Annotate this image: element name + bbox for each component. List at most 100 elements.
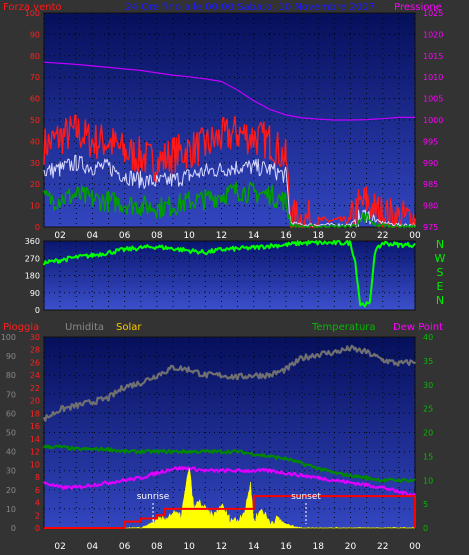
compass-letter: W <box>435 252 446 265</box>
x-tick-label: 22 <box>377 231 388 241</box>
rain-tick-label: 28 <box>30 346 40 355</box>
wind-tick-label: 40 <box>30 137 40 146</box>
humidity-tick-label: 90 <box>6 352 16 361</box>
wind-tick-label: 30 <box>30 159 40 168</box>
x-tick-label: 04 <box>87 231 99 241</box>
rain-tick-label: 24 <box>30 371 40 380</box>
direction-series-group <box>43 240 416 308</box>
climate-series-group <box>42 344 416 529</box>
x-tick-label: 00 <box>409 231 421 241</box>
wind-tick-label: 20 <box>30 180 40 189</box>
temperature-tick-label: 0 <box>423 524 428 533</box>
pressure-tick-label: 990 <box>423 159 438 168</box>
rain-tick-label: 2 <box>35 511 40 520</box>
x-tick-label: 00 <box>409 542 421 552</box>
rain-tick-label: 6 <box>35 486 40 495</box>
pressure-axis: 975 980 985 990 995 1000 1005 1010 1015 1020 1025 <box>423 9 443 232</box>
humidity-tick-label: 80 <box>6 371 16 380</box>
wind-tick-label: 50 <box>30 116 40 125</box>
humidity-tick-label: 20 <box>6 486 16 495</box>
humidity-tick-label: 70 <box>6 390 16 399</box>
temperature-line <box>43 444 416 483</box>
compass-letter: N <box>436 294 444 307</box>
rain-tick-label: 30 <box>30 333 40 342</box>
chart-title: 24 Ore fino alle 00:00 Sabato, 10 Novemb… <box>125 2 375 13</box>
humidity-tick-label: 30 <box>6 467 16 476</box>
wind-panel-x-axis: 02 04 06 08 10 12 14 16 18 20 22 00 <box>54 231 421 241</box>
compass-letter: E <box>437 280 444 293</box>
x-tick-label: 06 <box>119 542 131 552</box>
humidity-line <box>42 344 416 422</box>
x-tick-label: 22 <box>377 542 388 552</box>
rain-tick-label: 10 <box>30 460 40 469</box>
pressure-tick-label: 975 <box>423 223 438 232</box>
pressure-tick-label: 1020 <box>423 30 443 39</box>
humidity-tick-label: 100 <box>1 333 16 342</box>
direction-tick-label: 180 <box>25 272 40 281</box>
direction-tick-label: 0 <box>35 306 40 315</box>
humidity-tick-label: 0 <box>11 524 16 533</box>
pressure-tick-label: 1005 <box>423 95 443 104</box>
direction-tick-label: 270 <box>25 254 40 263</box>
rain-tick-label: 8 <box>35 473 40 482</box>
wind-direction-line <box>43 240 416 308</box>
wind-series-group <box>43 61 416 228</box>
temperature-tick-label: 40 <box>423 333 433 342</box>
rain-label: Pioggia <box>3 322 39 333</box>
wind-speed-axis: 0 10 20 30 40 50 60 70 80 90 100 <box>25 9 40 232</box>
humidity-tick-label: 60 <box>6 409 16 418</box>
wind-avg-line <box>43 181 416 228</box>
pressure-line <box>43 61 415 121</box>
x-tick-label: 16 <box>280 231 292 241</box>
x-tick-label: 04 <box>87 542 99 552</box>
wind-panel-grid <box>43 13 416 227</box>
direction-tick-label: 360 <box>25 237 40 246</box>
temperature-tick-label: 30 <box>423 381 433 390</box>
rain-tick-label: 0 <box>35 524 40 533</box>
dewpoint-label: Dew Point <box>393 322 443 333</box>
wind-tick-label: 60 <box>30 95 40 104</box>
sunrise-annotation: sunrise <box>137 492 170 502</box>
x-tick-label: 14 <box>248 231 260 241</box>
solar-label: Solar <box>116 322 142 333</box>
pressure-tick-label: 985 <box>423 180 438 189</box>
pressure-tick-label: 1000 <box>423 116 443 125</box>
x-tick-label: 08 <box>151 542 163 552</box>
dewpoint-line <box>43 466 416 497</box>
humidity-label: Umidita <box>65 322 104 333</box>
x-tick-label: 10 <box>183 231 195 241</box>
x-tick-label: 02 <box>54 542 65 552</box>
temperature-tick-label: 15 <box>423 452 433 461</box>
rain-tick-label: 12 <box>30 448 40 457</box>
x-tick-label: 12 <box>216 231 227 241</box>
rain-tick-label: 16 <box>30 422 40 431</box>
temperature-tick-label: 5 <box>423 500 428 509</box>
wind-speed-label: Forza vento <box>3 2 62 13</box>
wind-tick-label: 100 <box>25 9 40 18</box>
rain-tick-label: 22 <box>30 384 40 393</box>
x-tick-label: 14 <box>248 542 260 552</box>
pressure-tick-label: 980 <box>423 202 438 211</box>
wind-tick-label: 70 <box>30 73 40 82</box>
wind-tick-label: 0 <box>35 223 40 232</box>
wind-mean-line <box>43 154 416 228</box>
compass-letter: S <box>437 266 444 279</box>
wind-gust-line <box>43 114 416 228</box>
humidity-axis: 0 10 20 30 40 50 60 70 80 90 100 <box>1 333 16 533</box>
x-tick-label: 02 <box>54 231 65 241</box>
pressure-tick-label: 1010 <box>423 73 443 82</box>
x-tick-label: 08 <box>151 231 163 241</box>
x-tick-label: 12 <box>216 542 227 552</box>
x-tick-label: 18 <box>312 231 324 241</box>
wind-tick-label: 10 <box>30 202 40 211</box>
humidity-tick-label: 10 <box>6 505 16 514</box>
climate-panel-x-axis: 02 04 06 08 10 12 14 16 18 20 22 00 <box>54 542 421 552</box>
humidity-tick-label: 40 <box>6 448 16 457</box>
humidity-tick-label: 50 <box>6 429 16 438</box>
pressure-tick-label: 1025 <box>423 9 443 18</box>
temperature-tick-label: 25 <box>423 405 433 414</box>
x-tick-label: 06 <box>119 231 131 241</box>
